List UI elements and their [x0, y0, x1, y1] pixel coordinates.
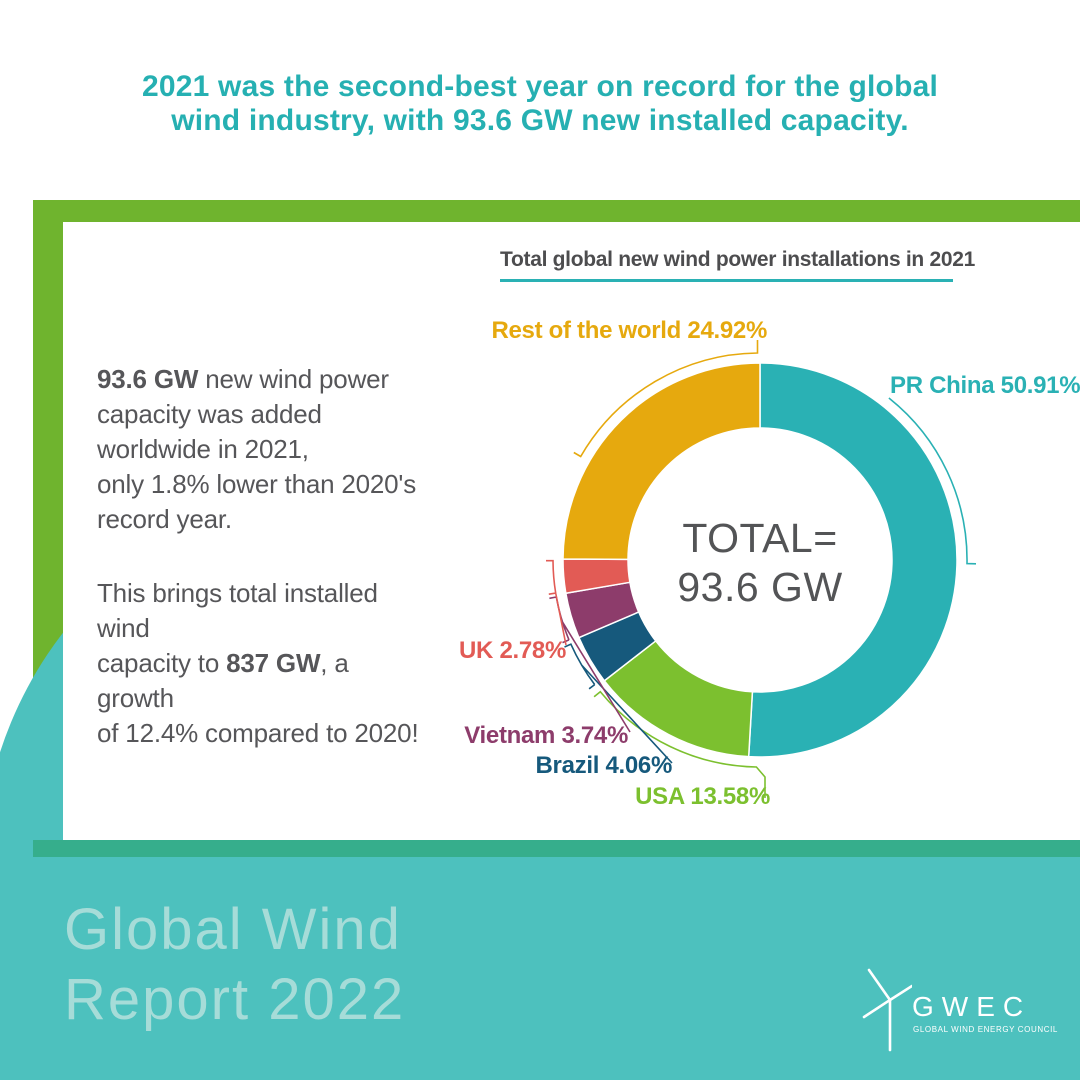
- leader-line-rest-of-the-world: [573, 340, 759, 458]
- frame-bottom-strip: [33, 840, 1080, 857]
- logo-wordmark: GWEC: [912, 991, 1032, 1022]
- segment-label-rest-of-the-world: Rest of the world 24.92%: [491, 317, 767, 344]
- gwec-logo: GWEC GLOBAL WIND ENERGY COUNCIL: [856, 964, 1058, 1056]
- report-title: Global Wind Report 2022: [64, 897, 406, 1032]
- segment-label-brazil: Brazil 4.06%: [535, 752, 673, 779]
- donut-segment-pr-china: [747, 362, 958, 758]
- segment-label-vietnam: Vietnam 3.74%: [464, 722, 628, 749]
- body-paragraph-2: This brings total installed wind capacit…: [97, 578, 419, 748]
- segment-label-usa: USA 13.58%: [635, 783, 770, 810]
- headline: 2021 was the second-best year on record …: [141, 70, 939, 137]
- segment-label-uk: UK 2.78%: [459, 637, 566, 664]
- donut-segment-rest-of-the-world: [562, 362, 761, 561]
- chart-title: Total global new wind power installation…: [500, 248, 975, 271]
- leader-line-brazil: [564, 643, 673, 764]
- donut-chart: [546, 340, 977, 798]
- body-paragraph-1: 93.6 GW new wind power capacity was adde…: [97, 364, 416, 534]
- leader-line-pr-china: [888, 397, 977, 565]
- wind-turbine-icon: [862, 968, 912, 1052]
- bottom-teal-band: [0, 857, 1080, 1080]
- chart-title-underline: [500, 279, 953, 282]
- donut-center-total: TOTAL= 93.6 GW: [677, 515, 843, 610]
- segment-label-pr-china: PR China 50.91%: [890, 372, 1080, 399]
- logo-subtitle: GLOBAL WIND ENERGY COUNCIL: [913, 1025, 1058, 1034]
- leader-line-uk: [546, 559, 567, 646]
- leader-line-usa: [593, 690, 766, 798]
- green-frame-top: [33, 200, 1080, 222]
